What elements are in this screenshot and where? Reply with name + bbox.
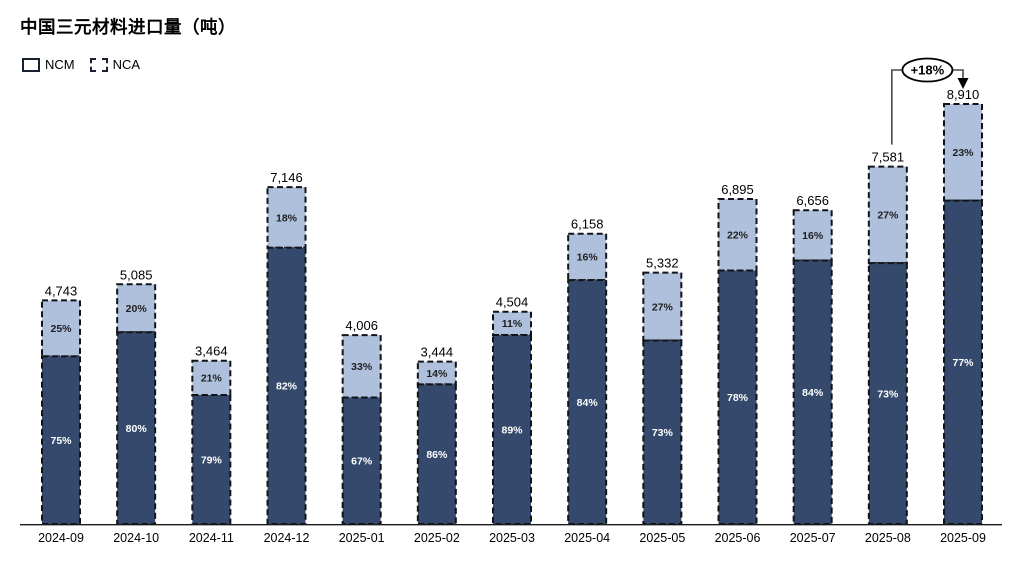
x-axis-label-2024-11: 2024-11: [189, 531, 234, 545]
x-axis-label-2024-12: 2024-12: [264, 531, 310, 545]
x-axis-label-2025-07: 2025-07: [790, 531, 836, 545]
bar-segment-nca-2024-09: [41, 299, 81, 358]
ncm-pct-label-2024-11: 79%: [201, 454, 223, 466]
total-label-2025-02: 3,444: [421, 345, 454, 360]
x-axis-label-2025-04: 2025-04: [564, 531, 610, 545]
nca-pct-label-2024-12: 18%: [276, 212, 298, 224]
total-label-2024-10: 5,085: [120, 267, 153, 282]
total-label-2024-12: 7,146: [270, 170, 303, 185]
nca-pct-label-2024-11: 21%: [201, 373, 223, 385]
bar-segment-ncm-2025-07: [792, 259, 833, 525]
ncm-pct-label-2024-10: 80%: [126, 423, 148, 435]
bar-segment-ncm-2025-01: [341, 396, 382, 525]
nca-pct-label-2025-06: 22%: [727, 230, 749, 242]
nca-pct-label-2025-01: 33%: [351, 361, 373, 373]
nca-pct-label-2025-07: 16%: [802, 230, 824, 242]
x-axis-label-2025-06: 2025-06: [715, 531, 761, 545]
total-label-2024-11: 3,464: [195, 344, 228, 359]
legend: NCM NCA: [22, 57, 140, 72]
nca-pct-label-2024-10: 20%: [126, 303, 148, 315]
total-label-2025-03: 4,504: [496, 295, 529, 310]
legend-item-ncm: NCM: [22, 57, 75, 72]
x-axis-label-2025-03: 2025-03: [489, 531, 535, 545]
ncm-pct-label-2025-04: 84%: [577, 397, 599, 409]
nca-pct-label-2025-03: 11%: [502, 318, 523, 330]
bar-segment-ncm-2025-02: [416, 383, 457, 525]
total-label-2025-08: 7,581: [872, 150, 905, 165]
legend-item-nca: NCA: [89, 57, 141, 72]
total-label-2025-01: 4,006: [345, 318, 378, 333]
total-label-2025-06: 6,895: [721, 182, 754, 197]
bar-segment-nca-2024-12: [266, 186, 307, 249]
bar-segment-nca-2024-10: [116, 283, 157, 334]
ncm-pct-label-2025-05: 73%: [652, 427, 674, 439]
nca-pct-label-2025-09: 23%: [952, 147, 974, 159]
x-axis-label-2025-09: 2025-09: [940, 531, 986, 545]
x-axis-label-2025-05: 2025-05: [639, 531, 685, 545]
total-label-2024-09: 4,743: [45, 283, 78, 298]
total-label-2025-05: 5,332: [646, 256, 679, 271]
x-axis-label-2024-09: 2024-09: [38, 531, 84, 545]
nca-pct-label-2024-09: 25%: [50, 323, 72, 335]
total-label-2025-07: 6,656: [796, 193, 829, 208]
bar-segment-ncm-2025-08: [867, 262, 908, 525]
ncm-pct-label-2025-08: 73%: [877, 388, 899, 400]
ncm-pct-label-2025-02: 86%: [426, 449, 448, 461]
total-label-2025-09: 8,910: [947, 87, 980, 102]
ncm-pct-label-2025-06: 78%: [727, 392, 749, 404]
annotation-text: +18%: [911, 63, 945, 78]
bar-segment-nca-2025-06: [717, 197, 758, 272]
bar-segment-nca-2024-11: [191, 359, 232, 397]
nca-pct-label-2025-04: 16%: [577, 252, 599, 264]
ncm-swatch-icon: [22, 57, 40, 72]
bar-segment-ncm-2025-05: [642, 339, 683, 526]
bar-segment-nca-2025-01: [341, 334, 382, 399]
ncm-pct-label-2024-09: 75%: [50, 435, 72, 447]
ncm-pct-label-2024-12: 82%: [276, 381, 298, 393]
bar-segment-nca-2025-04: [567, 232, 608, 282]
ncm-pct-label-2025-09: 77%: [952, 357, 974, 369]
bar-segment-ncm-2024-10: [116, 331, 157, 525]
annotation-arrow-icon: [957, 78, 969, 89]
bar-segment-ncm-2024-11: [191, 394, 232, 525]
bar-segment-ncm-2025-04: [567, 279, 608, 526]
bar-segment-nca-2025-09: [943, 103, 984, 202]
bar-segment-ncm-2025-09: [943, 199, 984, 525]
nca-pct-label-2025-05: 27%: [652, 301, 674, 313]
total-label-2025-04: 6,158: [571, 217, 604, 232]
ncm-pct-label-2025-07: 84%: [802, 387, 824, 399]
nca-pct-label-2025-02: 14%: [426, 368, 448, 380]
chart-title: 中国三元材料进口量（吨）: [20, 17, 236, 37]
ncm-pct-label-2025-01: 67%: [351, 456, 373, 468]
nca-swatch-icon: [89, 57, 108, 72]
bar-segment-ncm-2025-03: [492, 334, 533, 525]
bar-segment-ncm-2024-09: [41, 355, 81, 525]
nca-pct-label-2025-08: 27%: [877, 210, 899, 222]
annotation-ellipse: [901, 57, 954, 83]
x-axis-label-2025-01: 2025-01: [339, 531, 385, 545]
legend-label-nca: NCA: [112, 57, 141, 72]
legend-label-ncm: NCM: [45, 57, 75, 72]
bar-segment-ncm-2025-06: [717, 269, 758, 526]
ncm-pct-label-2025-03: 89%: [501, 424, 523, 436]
x-axis-label-2024-10: 2024-10: [113, 531, 159, 545]
bar-segment-ncm-2024-12: [266, 246, 307, 525]
x-axis-label-2025-08: 2025-08: [865, 531, 911, 545]
x-axis-label-2025-02: 2025-02: [414, 531, 460, 545]
